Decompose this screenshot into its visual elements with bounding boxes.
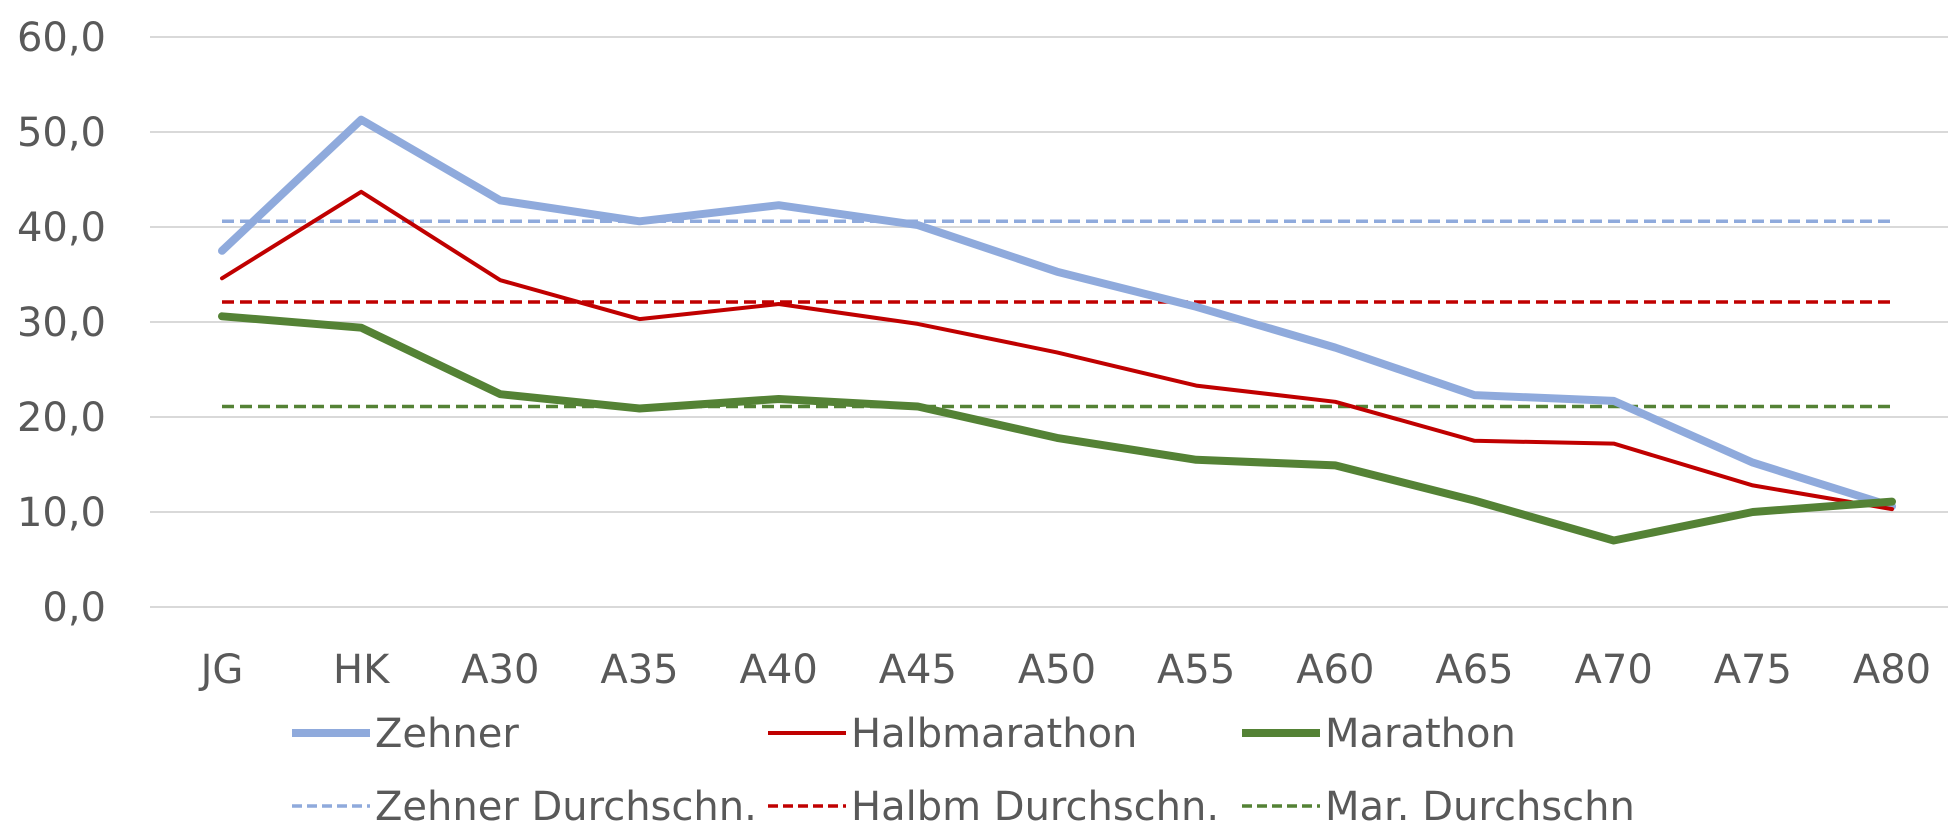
y-tick-label: 30,0 — [17, 300, 106, 346]
x-tick-label: A50 — [1018, 647, 1096, 693]
series-line-0 — [218, 115, 1896, 511]
x-tick-label: A75 — [1714, 647, 1792, 693]
y-tick-label: 0,0 — [42, 585, 106, 631]
y-tick-label: 60,0 — [17, 15, 106, 61]
x-tick-label: A40 — [740, 647, 818, 693]
x-tick-label: A60 — [1296, 647, 1374, 693]
x-tick-label: A30 — [461, 647, 539, 693]
series-lines — [218, 115, 1896, 545]
x-tick-label: A80 — [1853, 647, 1931, 693]
x-tick-label: HK — [333, 647, 391, 693]
legend-label: Zehner — [375, 711, 519, 757]
x-tick-label: JG — [198, 647, 244, 693]
legend-label: Marathon — [1325, 711, 1516, 757]
legend-label: Halbmarathon — [851, 711, 1137, 757]
legend-label: Zehner Durchschn. — [375, 784, 757, 830]
x-axis-ticks: JG HK A30 A35 A40 A45 A50 A55 A60 A65 A70 A75 A80 — [198, 647, 1932, 693]
gridlines — [150, 36, 1948, 608]
y-tick-label: 20,0 — [17, 395, 106, 441]
x-tick-label: A55 — [1157, 647, 1235, 693]
legend-label: Halbm Durchschn. — [851, 784, 1219, 830]
y-tick-label: 40,0 — [17, 205, 106, 251]
legend-label: Mar. Durchschn — [1325, 784, 1635, 830]
x-tick-label: A35 — [600, 647, 678, 693]
y-axis-ticks: 0,0 10,0 20,0 30,0 40,0 50,0 60,0 — [17, 15, 106, 631]
legend: Zehner Halbmarathon Marathon Zehner Durchsc… — [292, 711, 1635, 830]
series-line-2 — [218, 312, 1896, 545]
series-line-1 — [220, 189, 1894, 512]
x-tick-label: A65 — [1435, 647, 1513, 693]
y-tick-label: 10,0 — [17, 490, 106, 536]
x-tick-label: A45 — [879, 647, 957, 693]
y-tick-label: 50,0 — [17, 110, 106, 156]
x-tick-label: A70 — [1575, 647, 1653, 693]
